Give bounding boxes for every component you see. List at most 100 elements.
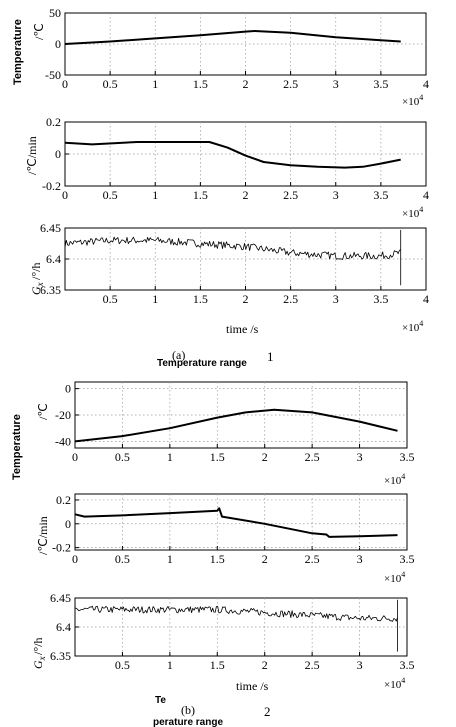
caption-a-letter: (a): [172, 348, 185, 362]
x-tick-label: 0.5: [115, 450, 130, 464]
x-tick-label: 0.5: [115, 658, 130, 672]
x-tick-label: 4: [423, 188, 429, 202]
x-tick-label: 3.5: [373, 292, 388, 306]
a-multiplier-2: ×104: [402, 205, 423, 220]
x-tick-label: 1.5: [193, 77, 208, 91]
x-tick-label: 1: [152, 292, 158, 306]
x-tick-label: 3.5: [400, 450, 415, 464]
y-tick-label: 0.2: [46, 115, 61, 129]
b-gx-unit: /°/h: [31, 638, 45, 655]
y-tick-label: 0: [55, 147, 61, 161]
plot-frame: [74, 381, 408, 449]
x-tick-label: 1: [152, 77, 158, 91]
x-tick-label: 3.5: [373, 77, 388, 91]
x-tick-label: 2.5: [283, 292, 298, 306]
x-tick-label: 3: [357, 450, 363, 464]
x-tick-label: 0.5: [115, 552, 130, 566]
x-tick-label: 2: [262, 552, 268, 566]
b-temp-ylabel: Temperature: [11, 414, 23, 480]
x-tick-label: 0: [62, 188, 68, 202]
x-tick-label: 1: [167, 658, 173, 672]
x-tick-label: 2: [262, 658, 268, 672]
x-tick-label: 0.5: [103, 188, 118, 202]
y-tick-label: 0: [55, 37, 61, 51]
x-tick-label: 2.5: [305, 450, 320, 464]
x-tick-label: 4: [423, 77, 429, 91]
x-tick-label: 0: [72, 552, 78, 566]
x-tick-label: 3: [357, 658, 363, 672]
a-rate-ylabel: /℃/min: [25, 136, 39, 175]
y-tick-label: -20: [55, 408, 71, 422]
x-tick-label: 1: [167, 450, 173, 464]
y-tick-label: -0.2: [52, 541, 71, 555]
y-tick-label: 6.35: [40, 283, 61, 297]
panel-b3: 0.5 1 1.5 2 2.5 3 3.5 6.45 6.4 6.35: [50, 591, 415, 672]
a-gx-ylabel: Gx: [29, 282, 45, 295]
x-tick-label: 2: [243, 292, 249, 306]
caption-a-number: 1: [267, 349, 274, 364]
y-tick-label: -0.2: [42, 179, 61, 193]
a-gx-unit: /°/h: [29, 263, 43, 280]
x-tick-label: 1.5: [193, 188, 208, 202]
x-tick-label: 2.5: [305, 552, 320, 566]
y-tick-label: 0: [65, 517, 71, 531]
x-tick-label: 1.5: [210, 450, 225, 464]
y-tick-label: 6.4: [46, 252, 61, 266]
y-tick-label: 6.35: [50, 649, 71, 663]
caption-b-number: 2: [264, 704, 271, 719]
series-line: [74, 408, 398, 443]
b-multiplier-2: ×104: [384, 570, 405, 585]
a-multiplier-1: ×104: [402, 93, 423, 108]
x-tick-label: 1.5: [210, 658, 225, 672]
x-tick-label: 2.5: [283, 188, 298, 202]
b-gx-ylabel: Gx: [31, 656, 47, 669]
b-temp-unit: /℃: [36, 403, 50, 420]
b-time-label: time /s: [236, 679, 269, 693]
x-tick-label: 2.5: [283, 77, 298, 91]
panel-a2: 0 0.5 1 1.5 2 2.5 3 3.5 40.20-0.2: [42, 115, 429, 202]
x-tick-label: 3.5: [373, 188, 388, 202]
x-tick-label: 3: [333, 188, 339, 202]
x-tick-label: 2: [243, 188, 249, 202]
x-tick-label: 2.5: [305, 658, 320, 672]
b-multiplier-3: ×104: [384, 676, 405, 691]
x-tick-label: 3.5: [400, 552, 415, 566]
y-tick-label: -50: [45, 68, 61, 82]
caption-b-te: Te: [155, 695, 166, 706]
series-line: [74, 507, 398, 538]
panel-b2: 0 0.5 1 1.5 2 2.5 3 3.50.20-0.2: [52, 493, 415, 566]
x-tick-label: 0: [72, 450, 78, 464]
y-tick-label: 0: [65, 382, 71, 396]
x-tick-label: 3.5: [400, 658, 415, 672]
caption-b-letter: (b): [181, 703, 195, 717]
x-tick-label: 1: [167, 552, 173, 566]
x-tick-label: 0: [62, 77, 68, 91]
x-tick-label: 1.5: [193, 292, 208, 306]
x-tick-label: 3: [357, 552, 363, 566]
y-tick-label: 6.4: [56, 620, 71, 634]
x-tick-label: 2: [243, 77, 249, 91]
a-temp-ylabel: Temperature: [12, 19, 24, 85]
y-tick-label: -40: [55, 434, 71, 448]
y-tick-label: 0.2: [56, 493, 71, 507]
y-tick-label: 50: [49, 6, 61, 20]
plot-frame: [74, 597, 408, 657]
series-line: [64, 229, 402, 286]
panel-b1: 0 0.5 1 1.5 2 2.5 3 3.5 0 -20 -40: [55, 381, 415, 464]
y-tick-label: 6.45: [40, 221, 61, 235]
a-temp-unit: /℃: [32, 23, 46, 40]
x-tick-label: 1.5: [210, 552, 225, 566]
x-tick-label: 2: [262, 450, 268, 464]
x-tick-label: 1: [152, 188, 158, 202]
series-line: [64, 141, 401, 169]
a-multiplier-3: ×104: [402, 319, 423, 334]
caption-a-text: Temperature range: [157, 358, 247, 369]
b-rate-ylabel: /℃/min: [36, 516, 50, 555]
plot-frame: [74, 493, 408, 551]
x-tick-label: 3: [333, 292, 339, 306]
x-tick-label: 0.5: [103, 77, 118, 91]
y-tick-label: 6.45: [50, 591, 71, 605]
